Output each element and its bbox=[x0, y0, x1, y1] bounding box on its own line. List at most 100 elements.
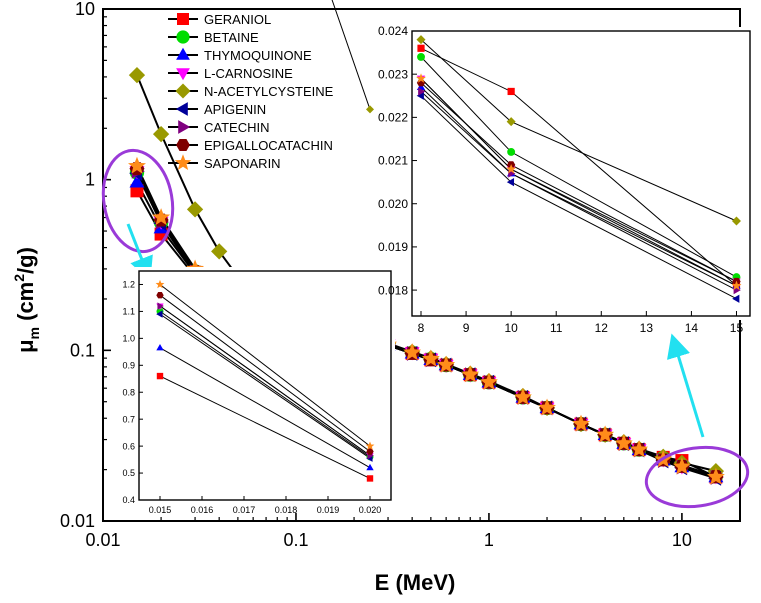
x-axis-title: E (MeV) bbox=[375, 570, 456, 595]
inset-x-tick-label: 0.019 bbox=[317, 505, 340, 515]
data-point bbox=[596, 425, 615, 443]
inset-y-tick-label: 0.4 bbox=[122, 495, 135, 505]
data-point bbox=[421, 349, 440, 367]
legend-item-epigallocatachin: EPIGALLOCATACHIN bbox=[168, 138, 333, 153]
data-point bbox=[152, 125, 170, 143]
inset-series-line bbox=[159, 313, 371, 459]
inset-data-point bbox=[731, 216, 741, 226]
data-point bbox=[128, 156, 146, 174]
y-axis-title-subscript: m bbox=[26, 327, 42, 339]
inset-series-line bbox=[159, 305, 371, 456]
data-point bbox=[211, 243, 228, 260]
inset-data-point bbox=[157, 302, 164, 310]
inset-x-tick-label: 11 bbox=[550, 321, 563, 335]
legend-item-catechin: CATECHIN bbox=[168, 120, 269, 135]
inset-data-point bbox=[156, 372, 164, 380]
inset-markers-epigallocatachin bbox=[156, 292, 374, 455]
data-point bbox=[630, 440, 649, 458]
inset-series-geraniol bbox=[159, 375, 371, 479]
inset-x-tick-label: 14 bbox=[685, 321, 699, 335]
inset-markers-thymoquinone bbox=[156, 343, 374, 471]
legend-label: APIGENIN bbox=[204, 102, 266, 117]
data-point bbox=[437, 355, 456, 373]
inset-data-point bbox=[507, 87, 515, 96]
data-point bbox=[538, 398, 556, 416]
inset-series-thymoquinone bbox=[159, 347, 371, 469]
x-tick-label: 0.01 bbox=[85, 530, 120, 550]
inset-y-tick-label: 1.1 bbox=[122, 307, 135, 317]
y-tick-label: 1 bbox=[85, 170, 95, 190]
inset-data-point bbox=[156, 310, 163, 318]
data-point bbox=[706, 467, 725, 485]
legend-marker bbox=[175, 83, 191, 99]
y-axis-title: μm (cm2/g) bbox=[11, 247, 42, 353]
x-tick-label: 10 bbox=[672, 530, 692, 550]
arrow-to-high-inset bbox=[667, 333, 705, 438]
inset-series-betaine bbox=[159, 310, 371, 458]
inset-y-tick-label: 0.6 bbox=[122, 441, 135, 451]
inset-data-point bbox=[731, 280, 742, 290]
legend-label: THYMOQUINONE bbox=[204, 48, 312, 63]
inset-x-tick-label: 0.018 bbox=[275, 505, 298, 515]
inset-series-line bbox=[159, 284, 371, 447]
inset-frame bbox=[138, 270, 392, 501]
data-point bbox=[614, 433, 633, 451]
inset-y-tick-label: 1.2 bbox=[122, 280, 135, 290]
y-tick-label: 10 bbox=[75, 0, 95, 19]
inset-y-tick-label: 0.8 bbox=[122, 387, 135, 397]
inset-data-point bbox=[416, 91, 424, 100]
legend-marker bbox=[177, 13, 189, 25]
inset-y-tick-label: 0.023 bbox=[378, 67, 408, 81]
data-point bbox=[672, 457, 691, 475]
legend-marker bbox=[176, 47, 190, 60]
inset-data-point bbox=[156, 343, 164, 351]
inset-data-point bbox=[506, 177, 515, 187]
legend-label: SAPONARIN bbox=[204, 156, 281, 171]
inset-data-point bbox=[366, 463, 374, 471]
data-point bbox=[403, 343, 422, 361]
legend-label: L-CARNOSINE bbox=[204, 66, 293, 81]
legend-item-saponarin: SAPONARIN bbox=[168, 154, 281, 171]
inset-markers-n-acetylcysteine bbox=[416, 35, 741, 226]
inset-data-point bbox=[416, 35, 426, 45]
inset-y-tick-label: 0.021 bbox=[378, 154, 408, 168]
legend-item-n-acetylcysteine: N-ACETYLCYSTEINE bbox=[168, 83, 334, 99]
inset-frame bbox=[411, 30, 751, 317]
inset-x-tick-label: 10 bbox=[504, 321, 518, 335]
data-point bbox=[572, 414, 590, 432]
inset-series-n-acetylcysteine bbox=[331, 0, 371, 110]
highlight-ellipse-low bbox=[101, 148, 175, 254]
data-point bbox=[461, 365, 480, 383]
legend-label: GERANIOL bbox=[204, 12, 271, 27]
inset-data-point bbox=[732, 294, 740, 303]
legend-item-thymoquinone: THYMOQUINONE bbox=[168, 47, 312, 63]
inset-data-point bbox=[365, 441, 375, 450]
legend-marker bbox=[175, 102, 188, 116]
inset-data-point bbox=[417, 52, 425, 61]
inset-data-point bbox=[418, 87, 426, 96]
data-point bbox=[513, 387, 532, 406]
inset-data-point bbox=[507, 147, 516, 156]
inset-data-point bbox=[366, 448, 374, 455]
inset-data-point bbox=[366, 475, 374, 482]
inset-markers-saponarin bbox=[416, 73, 742, 290]
legend-label: BETAINE bbox=[204, 30, 259, 45]
annotations bbox=[101, 148, 750, 509]
legend-marker bbox=[176, 68, 190, 81]
data-point bbox=[130, 184, 144, 198]
y-axis-title-unit: (cm bbox=[13, 282, 38, 327]
inset-x-tick-label: 0.015 bbox=[149, 505, 172, 515]
inset-x-tick-label: 13 bbox=[640, 321, 654, 335]
inset-markers-n-acetylcysteine bbox=[366, 105, 374, 114]
inset-series-line bbox=[159, 375, 371, 479]
inset-y-tick-label: 0.020 bbox=[378, 197, 408, 211]
legend-marker bbox=[174, 154, 192, 171]
inset-y-tick-label: 0.022 bbox=[378, 111, 408, 125]
inset-series-line bbox=[159, 310, 371, 458]
inset-data-point bbox=[416, 73, 426, 83]
inset-y-tick-label: 0.7 bbox=[122, 414, 135, 424]
y-tick-label: 0.01 bbox=[60, 511, 95, 531]
legend-item-betaine: BETAINE bbox=[168, 30, 259, 45]
inset-x-tick-label: 9 bbox=[463, 321, 470, 335]
inset-data-point bbox=[506, 117, 516, 127]
